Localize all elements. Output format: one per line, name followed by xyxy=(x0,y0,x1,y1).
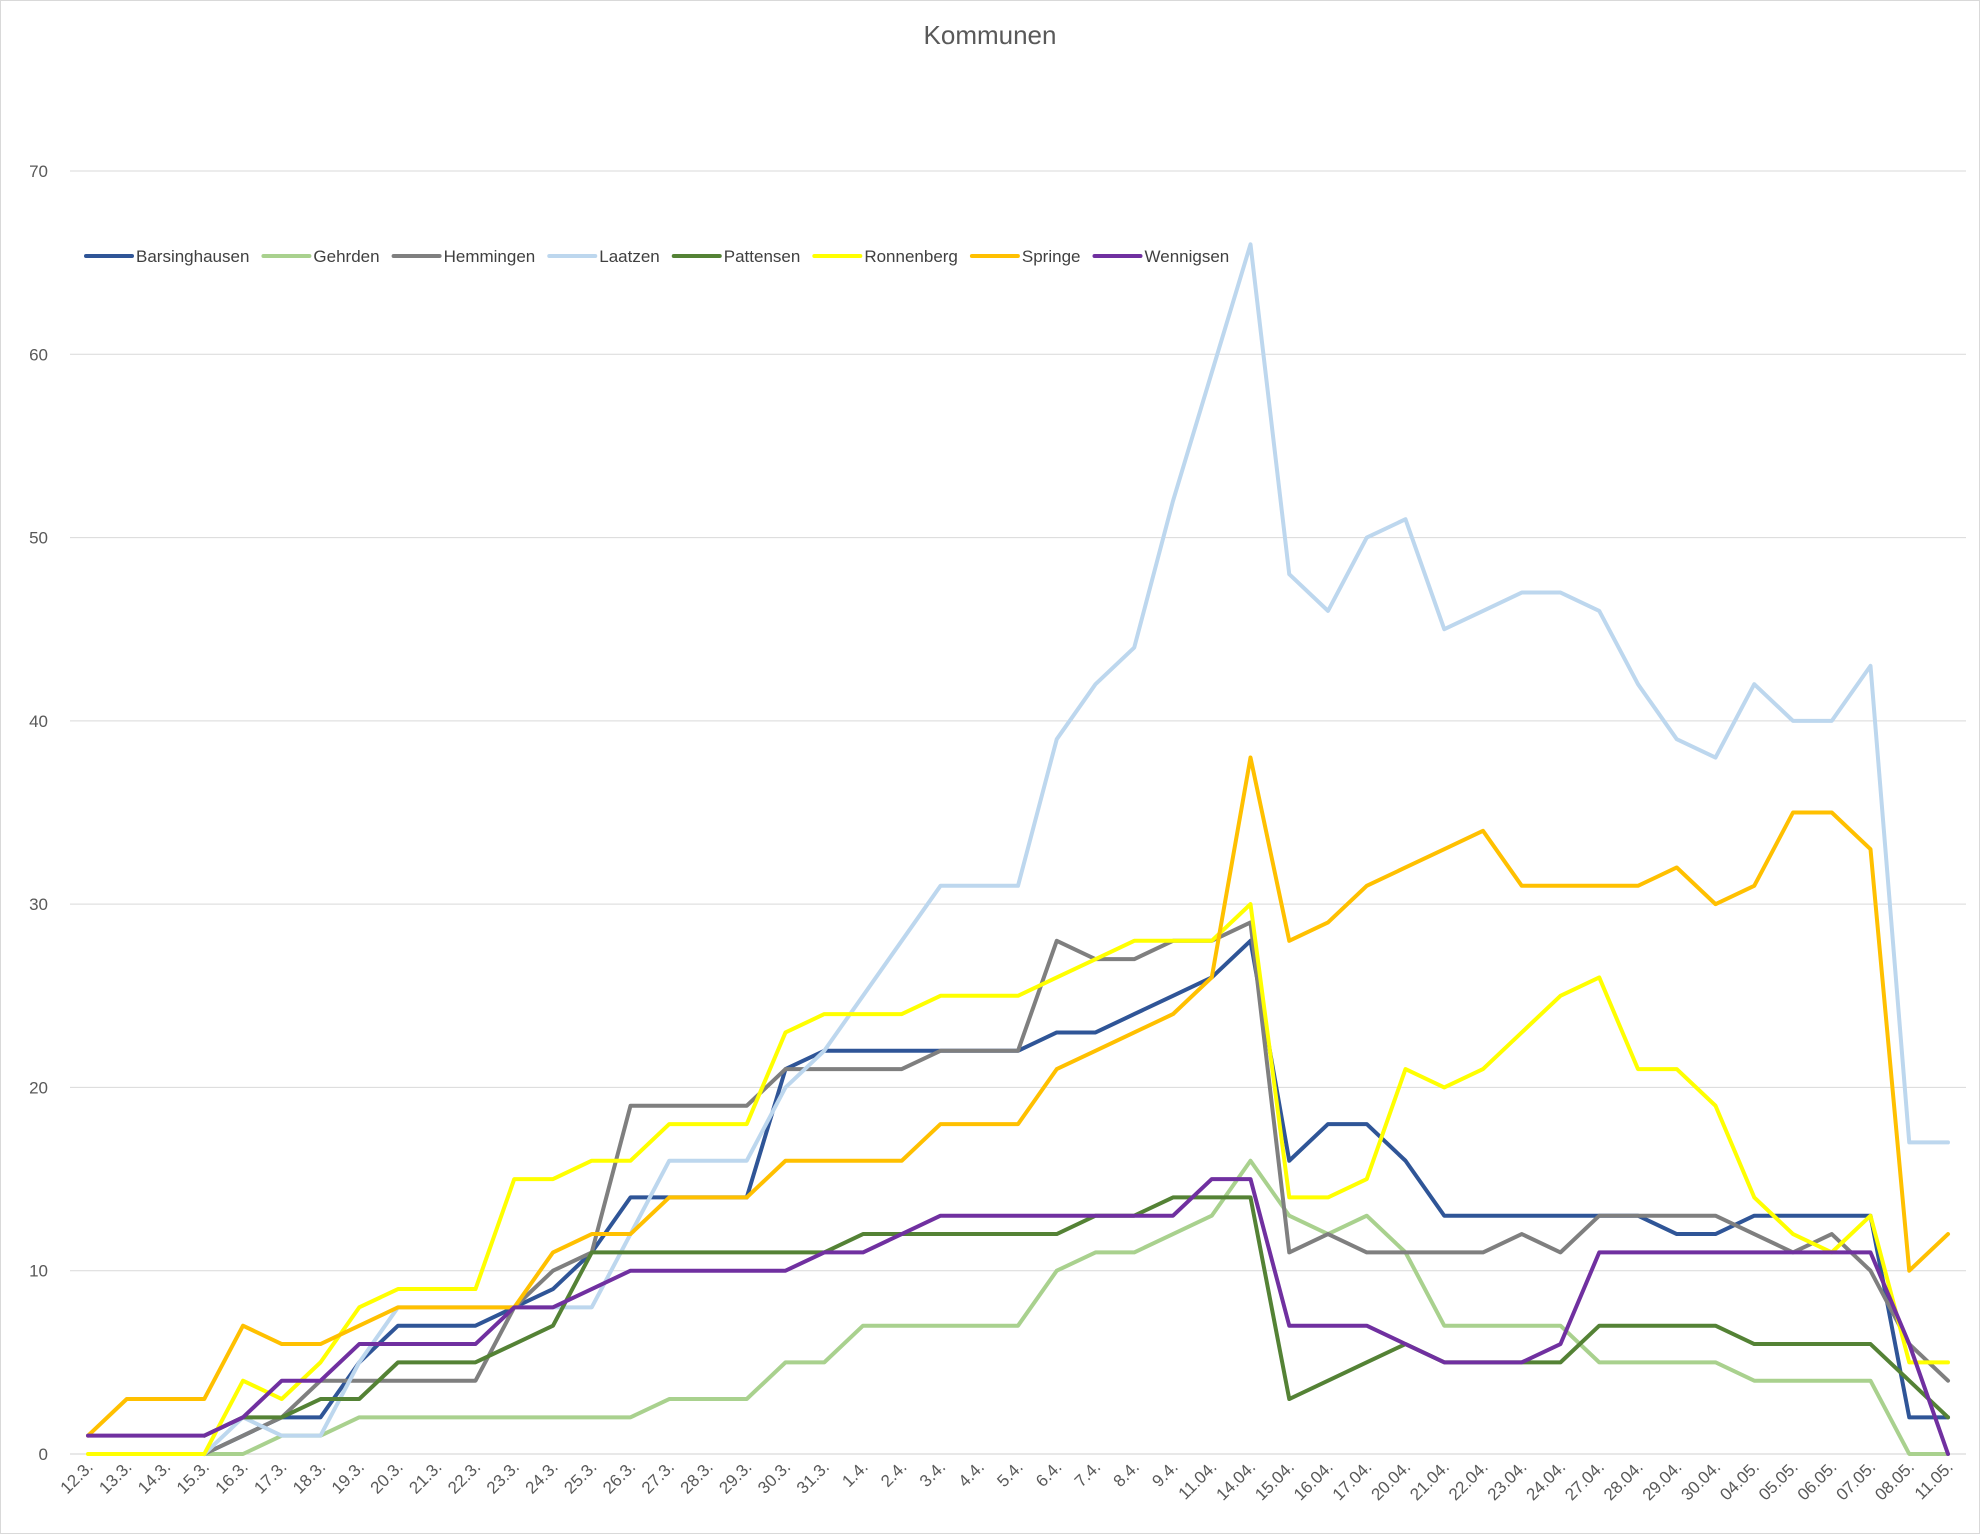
legend: Barsinghausen Gehrden Hemmingen Laatzen Patt… xyxy=(84,247,1230,266)
series-line-gehrden xyxy=(202,1158,1950,1456)
y-tick-label: 20 xyxy=(29,1078,48,1097)
series-line-hemmingen xyxy=(202,920,1950,1456)
x-tick-label: 8.4. xyxy=(1110,1457,1143,1490)
y-tick-label: 70 xyxy=(29,162,48,181)
series-lines xyxy=(86,242,1950,1456)
x-tick-label: 20.04. xyxy=(1367,1457,1414,1504)
x-tick-label: 30.04. xyxy=(1677,1457,1724,1504)
x-tick-label: 9.4. xyxy=(1148,1457,1181,1490)
legend-label: Ronnenberg xyxy=(864,247,958,266)
x-tick-label: 21.04. xyxy=(1406,1457,1453,1504)
x-tick-label: 23.04. xyxy=(1484,1457,1531,1504)
x-tick-label: 12.3. xyxy=(57,1457,97,1497)
y-axis-ticks: 0 10 20 30 40 50 60 70 xyxy=(29,162,48,1464)
x-tick-label: 14.3. xyxy=(134,1457,174,1497)
legend-label: Hemmingen xyxy=(444,247,536,266)
x-tick-label: 08.05. xyxy=(1871,1457,1918,1504)
legend-label: Barsinghausen xyxy=(136,247,249,266)
series-line-laatzen xyxy=(202,242,1950,1456)
y-tick-label: 50 xyxy=(29,529,48,548)
legend-label: Wennigsen xyxy=(1145,247,1230,266)
x-tick-label: 5.4. xyxy=(993,1457,1026,1490)
y-tick-label: 0 xyxy=(39,1445,48,1464)
x-tick-label: 15.04. xyxy=(1251,1457,1298,1504)
x-tick-label: 16.3. xyxy=(212,1457,252,1497)
x-tick-label: 25.3. xyxy=(560,1457,600,1497)
y-tick-label: 40 xyxy=(29,712,48,731)
y-tick-label: 60 xyxy=(29,345,48,364)
x-tick-label: 18.3. xyxy=(289,1457,329,1497)
series-line-springe xyxy=(86,755,1950,1438)
x-tick-label: 7.4. xyxy=(1071,1457,1104,1490)
x-tick-label: 28.04. xyxy=(1600,1457,1647,1504)
x-tick-label: 2.4. xyxy=(877,1457,910,1490)
x-tick-label: 24.04. xyxy=(1522,1457,1569,1504)
series-line-ronnenberg xyxy=(86,902,1950,1456)
x-tick-label: 27.3. xyxy=(638,1457,678,1497)
x-tick-label: 19.3. xyxy=(328,1457,368,1497)
x-tick-label: 1.4. xyxy=(838,1457,871,1490)
x-axis-ticks: 12.3.13.3.14.3.15.3.16.3.17.3.18.3.19.3.… xyxy=(57,1457,1957,1504)
x-tick-label: 20.3. xyxy=(367,1457,407,1497)
x-tick-label: 28.3. xyxy=(677,1457,717,1497)
x-tick-label: 30.3. xyxy=(754,1457,794,1497)
x-tick-label: 17.04. xyxy=(1329,1457,1376,1504)
series-line-barsinghausen xyxy=(202,938,1950,1456)
x-tick-label: 21.3. xyxy=(405,1457,445,1497)
x-tick-label: 16.04. xyxy=(1290,1457,1337,1504)
x-tick-label: 29.3. xyxy=(715,1457,755,1497)
legend-label: Gehrden xyxy=(313,247,379,266)
x-tick-label: 23.3. xyxy=(483,1457,523,1497)
x-tick-label: 4.4. xyxy=(955,1457,988,1490)
x-tick-label: 13.3. xyxy=(95,1457,135,1497)
legend-label: Pattensen xyxy=(724,247,801,266)
x-tick-label: 3.4. xyxy=(916,1457,949,1490)
x-tick-label: 26.3. xyxy=(599,1457,639,1497)
x-tick-label: 06.05. xyxy=(1794,1457,1841,1504)
series-line-wennigsen xyxy=(86,1177,1950,1456)
chart-title: Kommunen xyxy=(923,20,1057,50)
x-tick-label: 6.4. xyxy=(1032,1457,1065,1490)
x-tick-label: 11.04. xyxy=(1175,1457,1221,1503)
x-tick-label: 07.05. xyxy=(1832,1457,1879,1504)
x-tick-label: 04.05. xyxy=(1716,1457,1763,1504)
x-tick-label: 22.04. xyxy=(1445,1457,1492,1504)
x-tick-label: 11.05. xyxy=(1911,1457,1957,1503)
legend-label: Laatzen xyxy=(599,247,660,266)
x-tick-label: 31.3. xyxy=(793,1457,833,1497)
x-tick-label: 14.04. xyxy=(1212,1457,1259,1504)
x-tick-label: 22.3. xyxy=(444,1457,484,1497)
series-line-pattensen xyxy=(202,1195,1950,1438)
x-tick-label: 27.04. xyxy=(1561,1457,1608,1504)
y-tick-label: 30 xyxy=(29,895,48,914)
gridlines xyxy=(70,170,1966,1455)
x-tick-label: 17.3. xyxy=(250,1457,290,1497)
x-tick-label: 05.05. xyxy=(1755,1457,1802,1504)
x-tick-label: 29.04. xyxy=(1639,1457,1686,1504)
x-tick-label: 15.3. xyxy=(173,1457,213,1497)
x-tick-label: 24.3. xyxy=(522,1457,562,1497)
legend-label: Springe xyxy=(1022,247,1081,266)
y-tick-label: 10 xyxy=(29,1262,48,1281)
